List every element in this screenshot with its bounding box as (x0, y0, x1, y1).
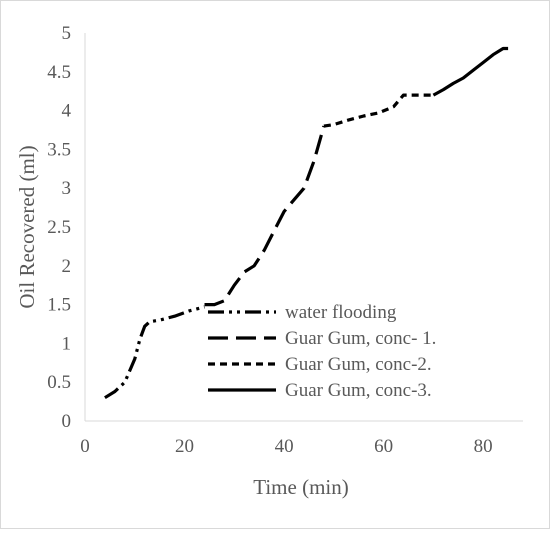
y-tick-label: 4 (62, 101, 72, 122)
y-tick-label: 3 (62, 178, 72, 199)
y-tick-label: 4.5 (47, 62, 71, 83)
legend-label-4: Guar Gum, conc-3. (285, 380, 432, 401)
y-tick-label: 1.5 (47, 295, 71, 316)
x-axis-label: Time (min) (253, 475, 348, 499)
series-line-4 (432, 46, 509, 97)
series-line-1 (104, 305, 205, 400)
series-line-3 (323, 93, 434, 128)
plot-area (104, 46, 509, 400)
x-tick-label: 80 (474, 436, 493, 457)
legend-label-2: Guar Gum, conc- 1. (285, 328, 436, 349)
x-tick-label: 0 (80, 436, 90, 457)
y-axis-label: Oil Recovered (ml) (15, 145, 39, 308)
y-tick-label: 0.5 (47, 372, 71, 393)
y-tick-label: 5 (62, 23, 72, 44)
x-tick-label: 60 (374, 436, 393, 457)
x-tick-label: 20 (175, 436, 194, 457)
series-line-2 (204, 125, 326, 307)
y-tick-label: 0 (62, 411, 72, 432)
legend-label-3: Guar Gum, conc-2. (285, 354, 432, 375)
legend: water flooding Guar Gum, conc- 1. Guar Gum… (208, 302, 436, 401)
y-tick-label: 2 (62, 256, 72, 277)
y-tick-label: 1 (62, 333, 72, 354)
legend-label-1: water flooding (285, 302, 397, 323)
x-axis: 0 20 40 60 80 (80, 420, 523, 457)
x-tick-label: 40 (275, 436, 294, 457)
y-axis: 0 0.5 1 1.5 2 2.5 3 3.5 4 4.5 5 (47, 23, 86, 432)
y-tick-label: 2.5 (47, 217, 71, 238)
y-tick-label: 3.5 (47, 139, 71, 160)
